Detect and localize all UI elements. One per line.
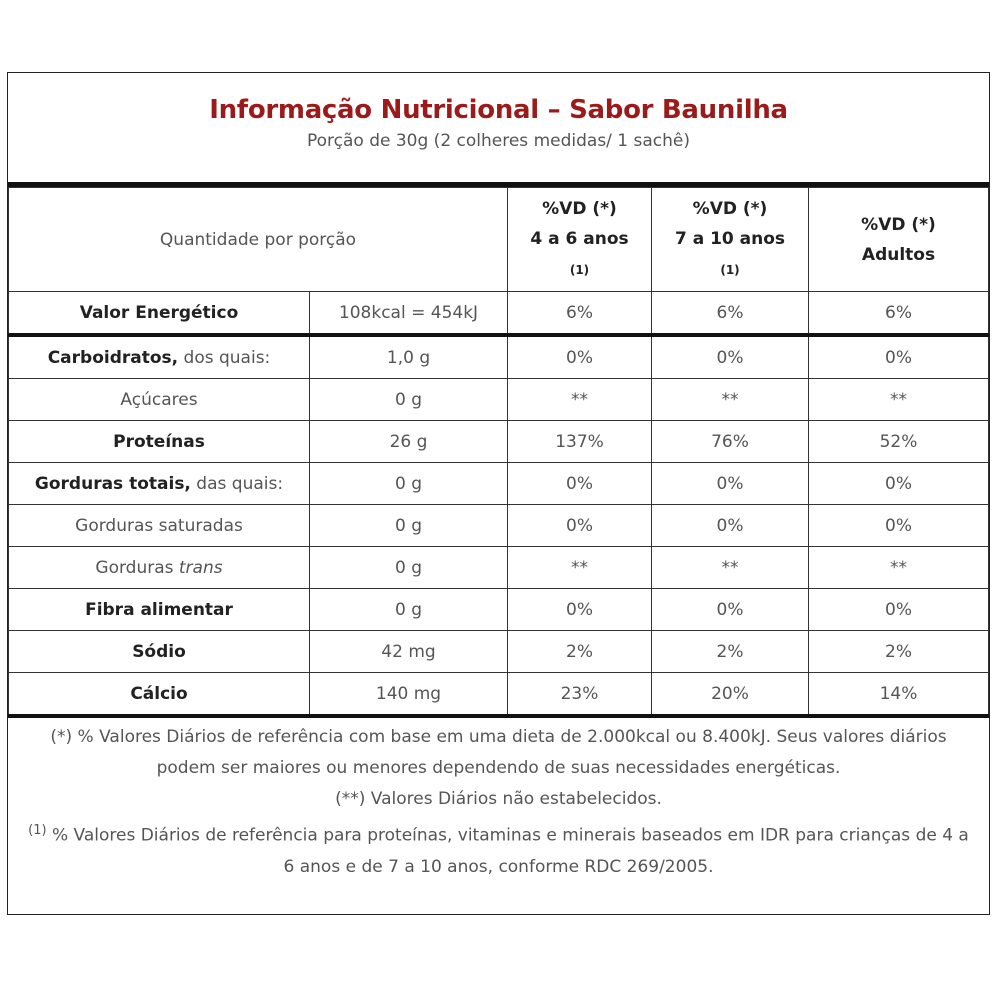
amount: 108kcal = 454kJ bbox=[309, 291, 508, 337]
amount: 26 g bbox=[309, 420, 508, 463]
vd-4-6: 6% bbox=[507, 291, 652, 337]
nutrient-name: Açúcares bbox=[8, 378, 310, 421]
footnote-idr: (1) % Valores Diários de referência para… bbox=[26, 815, 971, 883]
amount: 0 g bbox=[309, 588, 508, 631]
nutrient-name: Gorduras totais, das quais: bbox=[8, 462, 310, 505]
vd-4-6: 23% bbox=[507, 672, 652, 718]
nutrient-name-bold: Valor Energético bbox=[79, 302, 239, 323]
nutrient-name-bold: Proteínas bbox=[113, 431, 205, 452]
table-row: Gorduras totais, das quais: 0 g 0% 0% 0% bbox=[8, 462, 989, 505]
nutrient-name-rest: dos quais: bbox=[178, 347, 271, 368]
vd-7-10: 2% bbox=[651, 630, 809, 673]
age-label: 7 a 10 anos bbox=[674, 229, 786, 249]
vd-4-6: ** bbox=[507, 378, 652, 421]
vd-4-6: 0% bbox=[507, 504, 652, 547]
vd-7-10: 0% bbox=[651, 334, 809, 379]
vd-label: %VD (*) bbox=[542, 199, 617, 219]
vd-adults: 0% bbox=[808, 588, 989, 631]
title-section: Informação Nutricional – Sabor Baunilha … bbox=[8, 73, 989, 187]
nutrient-name: Valor Energético bbox=[8, 291, 310, 337]
vd-4-6: 2% bbox=[507, 630, 652, 673]
vd-4-6: 137% bbox=[507, 420, 652, 463]
nutrient-name: Gorduras saturadas bbox=[8, 504, 310, 547]
nutrient-name: Proteínas bbox=[8, 420, 310, 463]
vd-adults: ** bbox=[808, 546, 989, 589]
footnote-mark: (1) bbox=[28, 823, 47, 838]
vd-7-10: 0% bbox=[651, 504, 809, 547]
nutrient-name-bold: Cálcio bbox=[130, 683, 188, 704]
amount: 0 g bbox=[309, 546, 508, 589]
table-row: Sódio 42 mg 2% 2% 2% bbox=[8, 630, 989, 673]
nutrient-name: Cálcio bbox=[8, 672, 310, 718]
vd-adults: 6% bbox=[808, 291, 989, 337]
quantity-header: Quantidade por porção bbox=[8, 187, 508, 292]
table-row: Fibra alimentar 0 g 0% 0% 0% bbox=[8, 588, 989, 631]
vd-adults: 14% bbox=[808, 672, 989, 718]
nutrient-name: Sódio bbox=[8, 630, 310, 673]
vd-4-6: 0% bbox=[507, 334, 652, 379]
amount: 1,0 g bbox=[309, 334, 508, 379]
nutrient-name-italic: trans bbox=[178, 557, 223, 578]
nutrient-grid: Quantidade por porção %VD (*) 4 a 6 anos (… bbox=[8, 187, 989, 718]
footnote-daily-values: (*) % Valores Diários de referência com … bbox=[50, 727, 947, 778]
nutrient-name-rest: Gorduras saturadas bbox=[75, 515, 243, 536]
vd-4-6: ** bbox=[507, 546, 652, 589]
footnote-mark: (1) bbox=[569, 263, 590, 277]
vd-adults: 0% bbox=[808, 504, 989, 547]
vd-adults: 52% bbox=[808, 420, 989, 463]
vd-7-10: 6% bbox=[651, 291, 809, 337]
amount: 0 g bbox=[309, 378, 508, 421]
vd-header-adults: %VD (*) Adultos bbox=[808, 187, 989, 292]
vd-label: %VD (*) bbox=[861, 214, 936, 235]
vd-7-10: ** bbox=[651, 378, 809, 421]
amount: 42 mg bbox=[309, 630, 508, 673]
amount: 0 g bbox=[309, 504, 508, 547]
table-row: Cálcio 140 mg 23% 20% 14% bbox=[8, 672, 989, 718]
table-row: Gorduras trans 0 g ** ** ** bbox=[8, 546, 989, 589]
age-label: Adultos bbox=[861, 244, 936, 265]
serving-size: Porção de 30g (2 colheres medidas/ 1 sac… bbox=[306, 131, 691, 151]
footnotes: (*) % Valores Diários de referência com … bbox=[8, 718, 989, 887]
vd-4-6: 0% bbox=[507, 588, 652, 631]
vd-adults: 0% bbox=[808, 334, 989, 379]
footnote-idr-text: % Valores Diários de referência para pro… bbox=[46, 825, 969, 877]
table-row: Gorduras saturadas 0 g 0% 0% 0% bbox=[8, 504, 989, 547]
vd-7-10: 0% bbox=[651, 588, 809, 631]
vd-7-10: 20% bbox=[651, 672, 809, 718]
nutrient-name-bold: Carboidratos, bbox=[47, 347, 179, 368]
footnote-mark: (1) bbox=[720, 263, 740, 277]
nutrient-name: Gorduras trans bbox=[8, 546, 310, 589]
amount: 140 mg bbox=[309, 672, 508, 718]
vd-header-7-10: %VD (*) 7 a 10 anos (1) bbox=[651, 187, 809, 292]
vd-7-10: ** bbox=[651, 546, 809, 589]
nutrient-name: Carboidratos, dos quais: bbox=[8, 334, 310, 379]
nutrient-name-rest: das quais: bbox=[190, 473, 284, 494]
header-row: Quantidade por porção %VD (*) 4 a 6 anos (… bbox=[8, 187, 989, 292]
vd-adults: 0% bbox=[808, 462, 989, 505]
nutrition-table: Informação Nutricional – Sabor Baunilha … bbox=[7, 72, 990, 915]
vd-4-6: 0% bbox=[507, 462, 652, 505]
footnote-not-established: (**) Valores Diários não estabelecidos. bbox=[335, 789, 662, 809]
nutrient-name-bold: Sódio bbox=[132, 641, 186, 662]
age-label: 4 a 6 anos bbox=[530, 229, 629, 249]
table-title: Informação Nutricional – Sabor Baunilha bbox=[209, 95, 788, 125]
nutrient-name-bold: Gorduras totais, bbox=[34, 473, 191, 494]
table-row: Valor Energético 108kcal = 454kJ 6% 6% 6… bbox=[8, 291, 989, 337]
vd-adults: 2% bbox=[808, 630, 989, 673]
nutrient-name-rest: Açúcares bbox=[120, 389, 198, 410]
amount: 0 g bbox=[309, 462, 508, 505]
vd-7-10: 76% bbox=[651, 420, 809, 463]
vd-adults: ** bbox=[808, 378, 989, 421]
table-row: Carboidratos, dos quais: 1,0 g 0% 0% 0% bbox=[8, 334, 989, 379]
table-row: Açúcares 0 g ** ** ** bbox=[8, 378, 989, 421]
vd-label: %VD (*) bbox=[692, 199, 768, 219]
table-row: Proteínas 26 g 137% 76% 52% bbox=[8, 420, 989, 463]
nutrient-name-rest: Gorduras bbox=[95, 557, 179, 578]
vd-7-10: 0% bbox=[651, 462, 809, 505]
nutrient-name-bold: Fibra alimentar bbox=[85, 599, 233, 620]
nutrient-name: Fibra alimentar bbox=[8, 588, 310, 631]
vd-header-4-6: %VD (*) 4 a 6 anos (1) bbox=[507, 187, 652, 292]
